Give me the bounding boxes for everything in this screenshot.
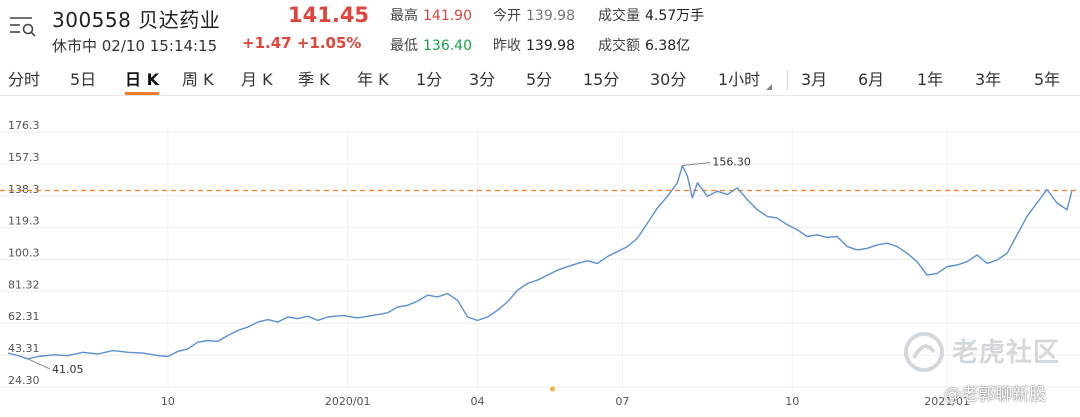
tab-daily-k[interactable]: 日 K [125, 70, 159, 89]
high-label: 最高 [390, 8, 418, 24]
stock-title: 300558 贝达药业 [52, 4, 220, 33]
price-change: +1.47 +1.05% [242, 34, 361, 52]
tab-yearly-k[interactable]: 年 K [357, 70, 389, 89]
tab-1year[interactable]: 1年 [917, 70, 944, 89]
tiger-logo-icon [904, 332, 944, 372]
y-tick-label: 24.30 [8, 374, 40, 387]
tab-15min[interactable]: 15分 [583, 70, 620, 89]
x-tick-label: 10 [785, 395, 799, 408]
menu-search-icon[interactable] [8, 12, 38, 40]
event-marker-dot [549, 386, 555, 392]
turnover-stat: 成交额 6.38亿 [598, 35, 690, 55]
min-annotation: 41.05 [52, 363, 83, 376]
tab-3month[interactable]: 3月 [801, 70, 828, 89]
change-percent: +1.05% [296, 34, 362, 52]
tab-3year[interactable]: 3年 [975, 70, 1002, 89]
high-stat: 最高 141.90 [390, 5, 472, 25]
volume-stat: 成交量 4.57万手 [598, 5, 704, 25]
tab-monthly-k[interactable]: 月 K [241, 70, 273, 89]
market-status: 休市中 02/10 15:14:15 [52, 37, 218, 55]
quote-header: 300558 贝达药业 141.45 休市中 02/10 15:14:15 +1… [0, 0, 1080, 62]
tab-divider [787, 70, 788, 90]
low-stat: 最低 136.40 [390, 35, 472, 55]
tab-6month[interactable]: 6月 [858, 70, 885, 89]
x-tick-label: 07 [615, 395, 629, 408]
tab-weekly-k[interactable]: 周 K [182, 70, 214, 89]
stock-code: 300558 [52, 8, 132, 32]
y-tick-label: 157.3 [8, 151, 40, 164]
y-tick-label: 176.3 [8, 119, 40, 132]
y-tick-label: 62.31 [8, 310, 40, 323]
volume-label: 成交量 [598, 8, 640, 24]
x-tick-label: 2021/01 [924, 395, 970, 408]
turnover-label: 成交额 [598, 38, 640, 54]
low-value: 136.40 [423, 38, 472, 54]
turnover-value: 6.38亿 [645, 38, 691, 54]
active-tab-indicator [125, 92, 159, 95]
annotation-leader [27, 358, 51, 370]
tab-30min[interactable]: 30分 [650, 70, 687, 89]
y-tick-label: 81.32 [8, 278, 40, 291]
x-tick-label: 2020/01 [325, 395, 371, 408]
volume-value: 4.57万手 [645, 8, 705, 24]
prev-close-stat: 昨收 139.98 [493, 35, 575, 55]
y-tick-label: 100.3 [8, 247, 40, 260]
tab-dropdown-icon[interactable] [766, 84, 772, 90]
last-price: 141.45 [288, 3, 370, 27]
prev-close-label: 昨收 [493, 38, 521, 54]
open-value: 139.98 [526, 8, 575, 24]
period-tabs: 分时 5日 日 K 周 K 月 K 季 K 年 K 1分 3分 5分 15分 3… [0, 62, 1080, 96]
tab-3min[interactable]: 3分 [469, 70, 496, 89]
prev-close-value: 139.98 [526, 38, 575, 54]
tab-1hour[interactable]: 1小时 [718, 70, 761, 89]
open-label: 今开 [493, 8, 521, 24]
open-stat: 今开 139.98 [493, 5, 575, 25]
tab-quarterly-k[interactable]: 季 K [298, 70, 330, 89]
y-tick-label: 119.3 [8, 215, 40, 228]
stock-name: 贝达药业 [138, 8, 221, 32]
change-value: +1.47 [242, 34, 292, 52]
price-chart[interactable]: 176.3 157.3 138.3 119.3 100.3 81.32 62.31 43.31… [0, 97, 1080, 417]
tab-5day[interactable]: 5日 [70, 70, 97, 89]
price-series-line [7, 164, 1073, 360]
tab-intraday[interactable]: 分时 [8, 70, 41, 89]
watermark-brand: 老虎社区 [952, 338, 1061, 368]
tab-5year[interactable]: 5年 [1034, 70, 1061, 89]
high-value: 141.90 [423, 8, 472, 24]
y-tick-label: 43.31 [8, 342, 40, 355]
low-label: 最低 [390, 38, 418, 54]
max-annotation: 156.30 [712, 156, 751, 169]
watermark-handle: @老郭聊新股 [944, 385, 1046, 405]
tab-1min[interactable]: 1分 [416, 70, 443, 89]
price-chart-svg: 176.3 157.3 138.3 119.3 100.3 81.32 62.31 43.31… [0, 119, 1080, 408]
x-tick-label: 10 [161, 395, 175, 408]
annotation-leader [682, 162, 711, 167]
tab-5min[interactable]: 5分 [526, 70, 553, 89]
y-tick-label: 138.3 [8, 183, 40, 196]
x-tick-label: 04 [471, 395, 485, 408]
